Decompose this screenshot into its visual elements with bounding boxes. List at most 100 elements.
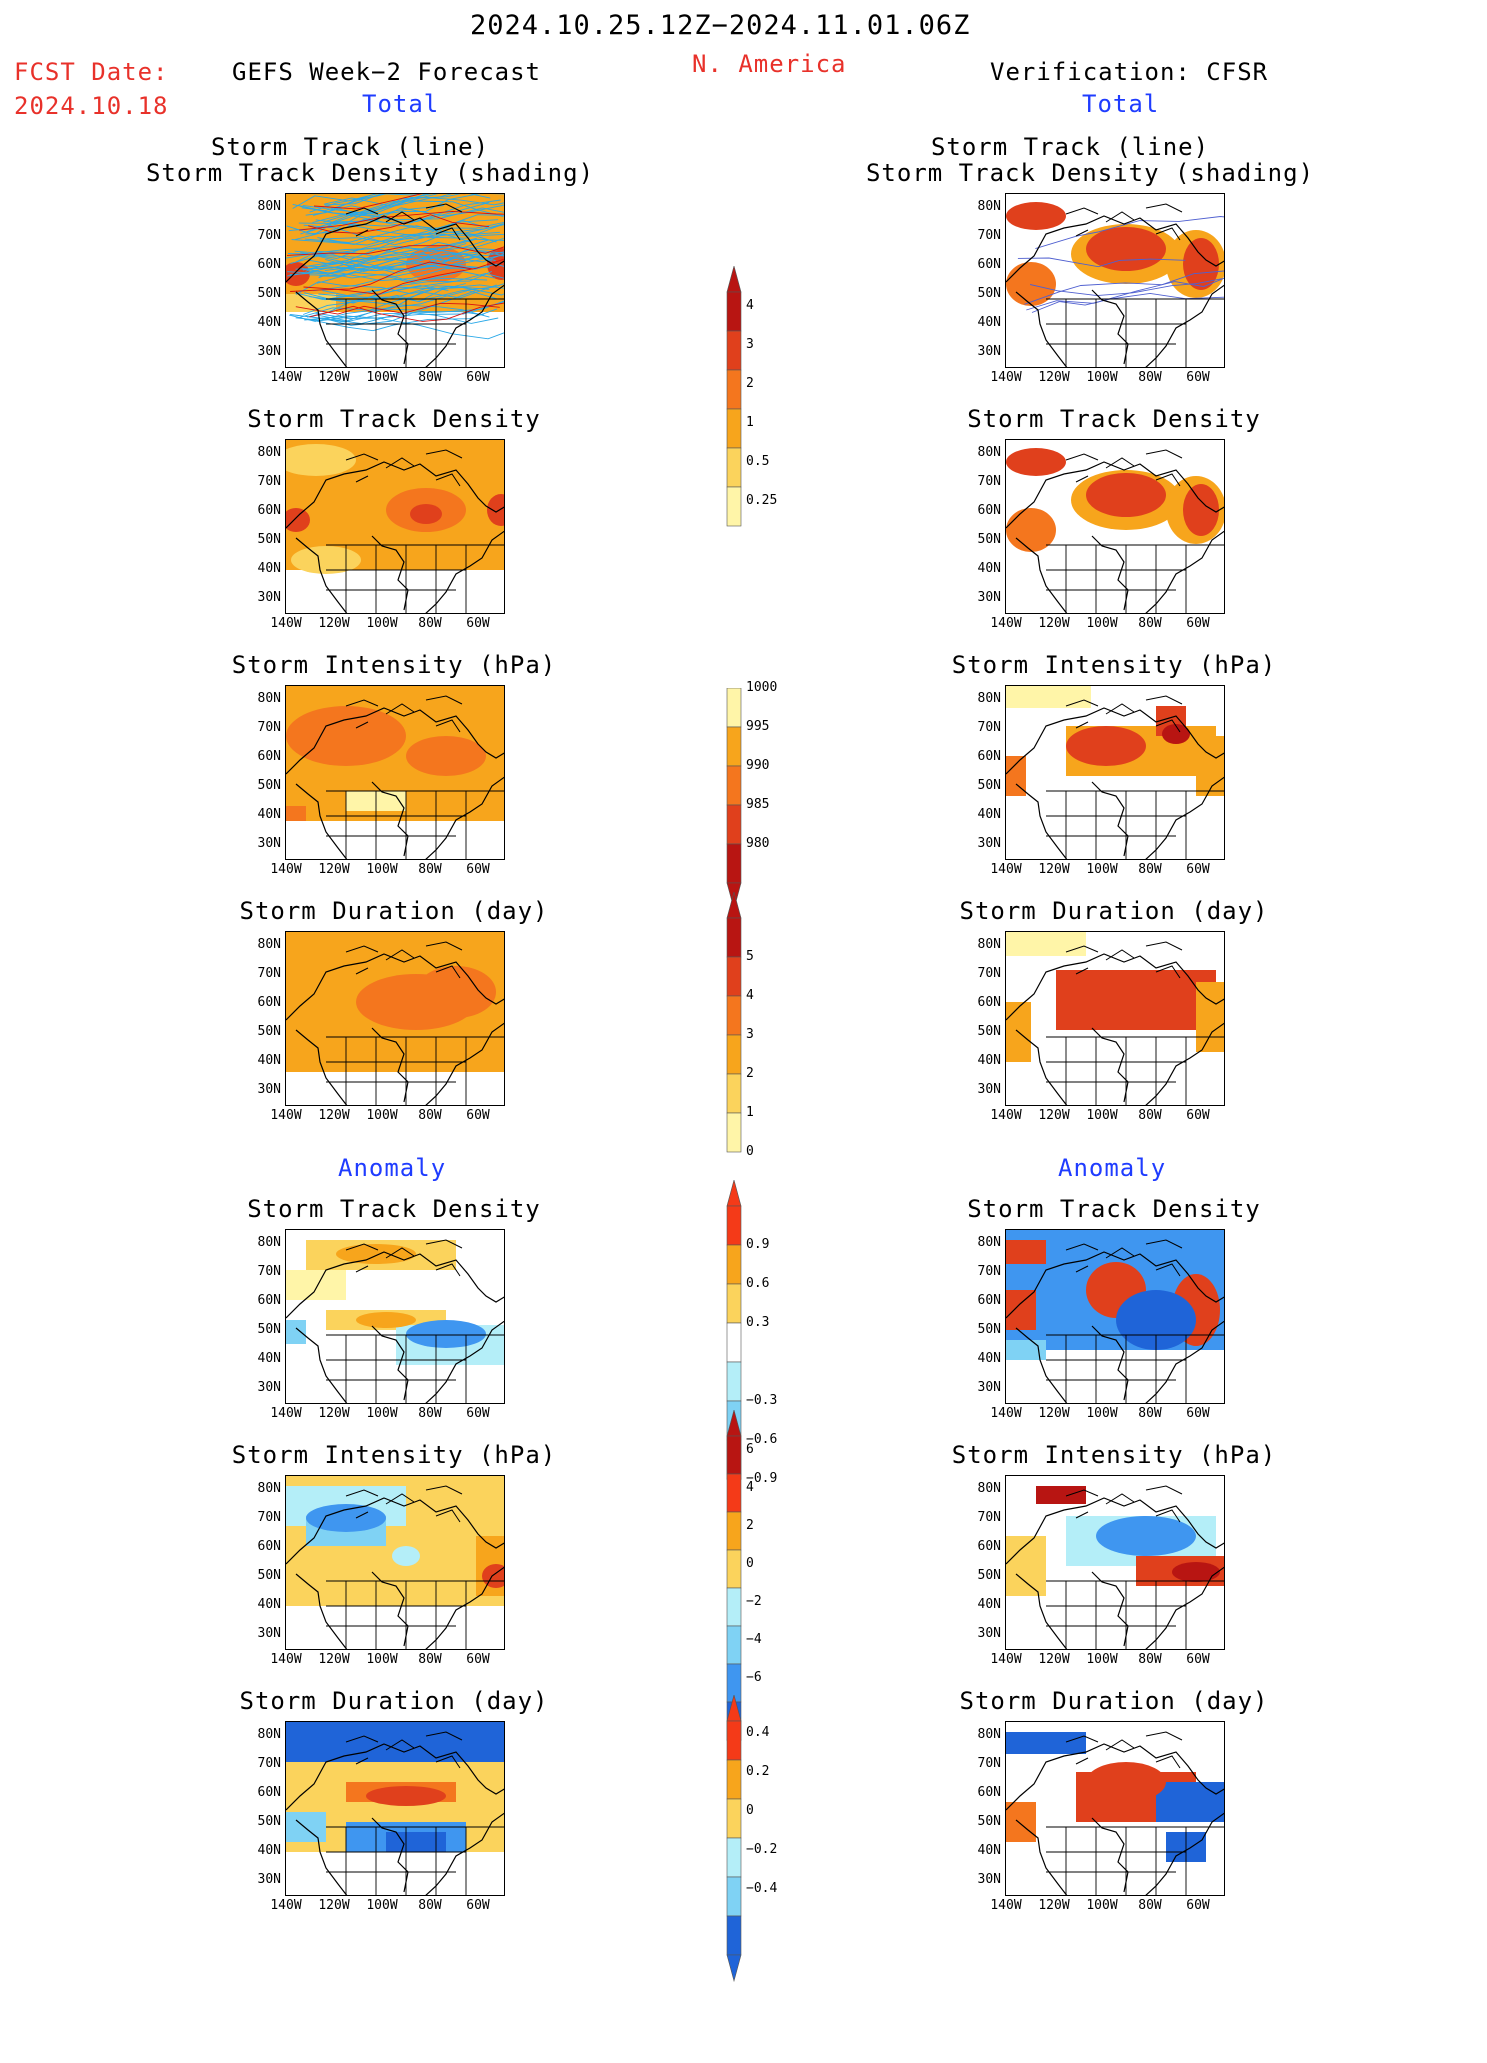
lat-tick-label: 80N	[977, 199, 1001, 214]
colorbar-total-duration	[726, 890, 742, 1195]
lat-tick-label: 30N	[977, 1872, 1001, 1887]
colorbar-anom-intensity-tick: 0	[746, 1556, 754, 1571]
lat-tick-label: 80N	[257, 691, 281, 706]
map-plot	[286, 932, 504, 1105]
lon-tick-label: 60W	[1186, 1898, 1210, 1913]
map-anom-intensity-verification	[1005, 1475, 1225, 1650]
lon-tick-label: 140W	[270, 1406, 302, 1421]
lon-tick-label: 140W	[270, 616, 302, 631]
lon-tick-label: 60W	[466, 616, 490, 631]
lat-tick-label: 30N	[977, 1082, 1001, 1097]
lon-tick-label: 120W	[1038, 1652, 1070, 1667]
lon-tick-label: 100W	[366, 1406, 398, 1421]
colorbar-anom-intensity-tick: 2	[746, 1518, 754, 1533]
lat-tick-label: 70N	[257, 228, 281, 243]
lat-tick-label: 50N	[977, 1322, 1001, 1337]
colorbar-anom-density-tick: −0.9	[746, 1471, 778, 1486]
lat-tick-label: 40N	[257, 1351, 281, 1366]
map-plot	[1006, 448, 1224, 613]
colorbar-anom-density-tick: 0.3	[746, 1315, 770, 1330]
lon-tick-label: 80W	[418, 1406, 442, 1421]
lat-tick-label: 60N	[257, 1539, 281, 1554]
lon-tick-label: 120W	[318, 1108, 350, 1123]
lon-tick-label: 120W	[318, 1406, 350, 1421]
lat-tick-label: 50N	[257, 1024, 281, 1039]
lon-tick-label: 60W	[1186, 862, 1210, 877]
lat-tick-label: 70N	[977, 1756, 1001, 1771]
lat-tick-label: 40N	[257, 807, 281, 822]
lat-tick-label: 60N	[257, 1293, 281, 1308]
colorbar-total-density-tick: 2	[746, 376, 754, 391]
lon-tick-label: 80W	[1138, 1898, 1162, 1913]
lon-tick-label: 60W	[1186, 616, 1210, 631]
lat-tick-label: 50N	[977, 1024, 1001, 1039]
lon-tick-label: 140W	[270, 370, 302, 385]
map-anom-duration-forecast	[285, 1721, 505, 1896]
map-track-verification	[1005, 193, 1225, 368]
forecast-title: GEFS Week−2 Forecast	[232, 58, 541, 86]
colorbar-total-intensity-tick: 980	[746, 836, 770, 851]
colorbar-anom-intensity-tick: −4	[746, 1632, 762, 1647]
lat-tick-label: 80N	[977, 1481, 1001, 1496]
title-density-right: Storm Track Density	[967, 405, 1261, 433]
lat-tick-label: 60N	[977, 257, 1001, 272]
lon-tick-label: 120W	[1038, 616, 1070, 631]
lat-tick-label: 60N	[257, 257, 281, 272]
lon-tick-label: 80W	[1138, 1652, 1162, 1667]
lon-tick-label: 100W	[1086, 862, 1118, 877]
lat-tick-label: 80N	[977, 691, 1001, 706]
colorbar-total-density-tick: 0.5	[746, 454, 770, 469]
lat-tick-label: 30N	[977, 1380, 1001, 1395]
lat-tick-label: 60N	[257, 995, 281, 1010]
colorbar-total-density-tick: 0.25	[746, 493, 778, 508]
colorbar-anom-duration-tick: 0	[746, 1803, 754, 1818]
lat-tick-label: 80N	[257, 1481, 281, 1496]
colorbar-total-duration-tick: 3	[746, 1027, 754, 1042]
lon-tick-label: 140W	[990, 370, 1022, 385]
lat-tick-label: 40N	[977, 1843, 1001, 1858]
map-plot	[286, 1722, 504, 1895]
colorbar-anom-duration-tick: 0.2	[746, 1764, 770, 1779]
lat-tick-label: 30N	[977, 590, 1001, 605]
fcst-date-label: FCST Date:	[14, 58, 169, 86]
lat-tick-label: 80N	[257, 1235, 281, 1250]
lat-tick-label: 50N	[977, 286, 1001, 301]
lon-tick-label: 120W	[1038, 1898, 1070, 1913]
lon-tick-label: 100W	[1086, 616, 1118, 631]
colorbar-total-duration-tick: 1	[746, 1105, 754, 1120]
lat-tick-label: 70N	[257, 1756, 281, 1771]
lat-tick-label: 60N	[977, 749, 1001, 764]
lon-tick-label: 80W	[1138, 862, 1162, 877]
lat-tick-label: 80N	[257, 937, 281, 952]
lon-tick-label: 100W	[366, 616, 398, 631]
lat-tick-label: 60N	[977, 1785, 1001, 1800]
lat-tick-label: 30N	[257, 1380, 281, 1395]
title-anom-duration-right: Storm Duration (day)	[959, 1687, 1269, 1715]
lat-tick-label: 70N	[977, 1264, 1001, 1279]
map-plot	[1006, 932, 1224, 1105]
lat-tick-label: 30N	[977, 344, 1001, 359]
date-range-title: 2024.10.25.12Z−2024.11.01.06Z	[470, 10, 971, 41]
lon-tick-label: 80W	[418, 1652, 442, 1667]
lat-tick-label: 60N	[257, 1785, 281, 1800]
lon-tick-label: 120W	[318, 862, 350, 877]
lat-tick-label: 70N	[977, 228, 1001, 243]
lat-tick-label: 50N	[257, 1568, 281, 1583]
lat-tick-label: 40N	[977, 1351, 1001, 1366]
lon-tick-label: 120W	[318, 370, 350, 385]
lon-tick-label: 120W	[1038, 862, 1070, 877]
lon-tick-label: 60W	[466, 1652, 490, 1667]
lon-tick-label: 140W	[270, 862, 302, 877]
lat-tick-label: 60N	[257, 749, 281, 764]
lon-tick-label: 60W	[466, 1898, 490, 1913]
lon-tick-label: 80W	[418, 616, 442, 631]
map-anom-density-verification	[1005, 1229, 1225, 1404]
lat-tick-label: 50N	[977, 778, 1001, 793]
lat-tick-label: 30N	[257, 344, 281, 359]
map-density-forecast	[285, 439, 505, 614]
lon-tick-label: 140W	[270, 1898, 302, 1913]
map-anom-intensity-forecast	[285, 1475, 505, 1650]
colorbar-total-intensity	[726, 687, 742, 952]
lat-tick-label: 40N	[977, 315, 1001, 330]
lon-tick-label: 120W	[1038, 1406, 1070, 1421]
